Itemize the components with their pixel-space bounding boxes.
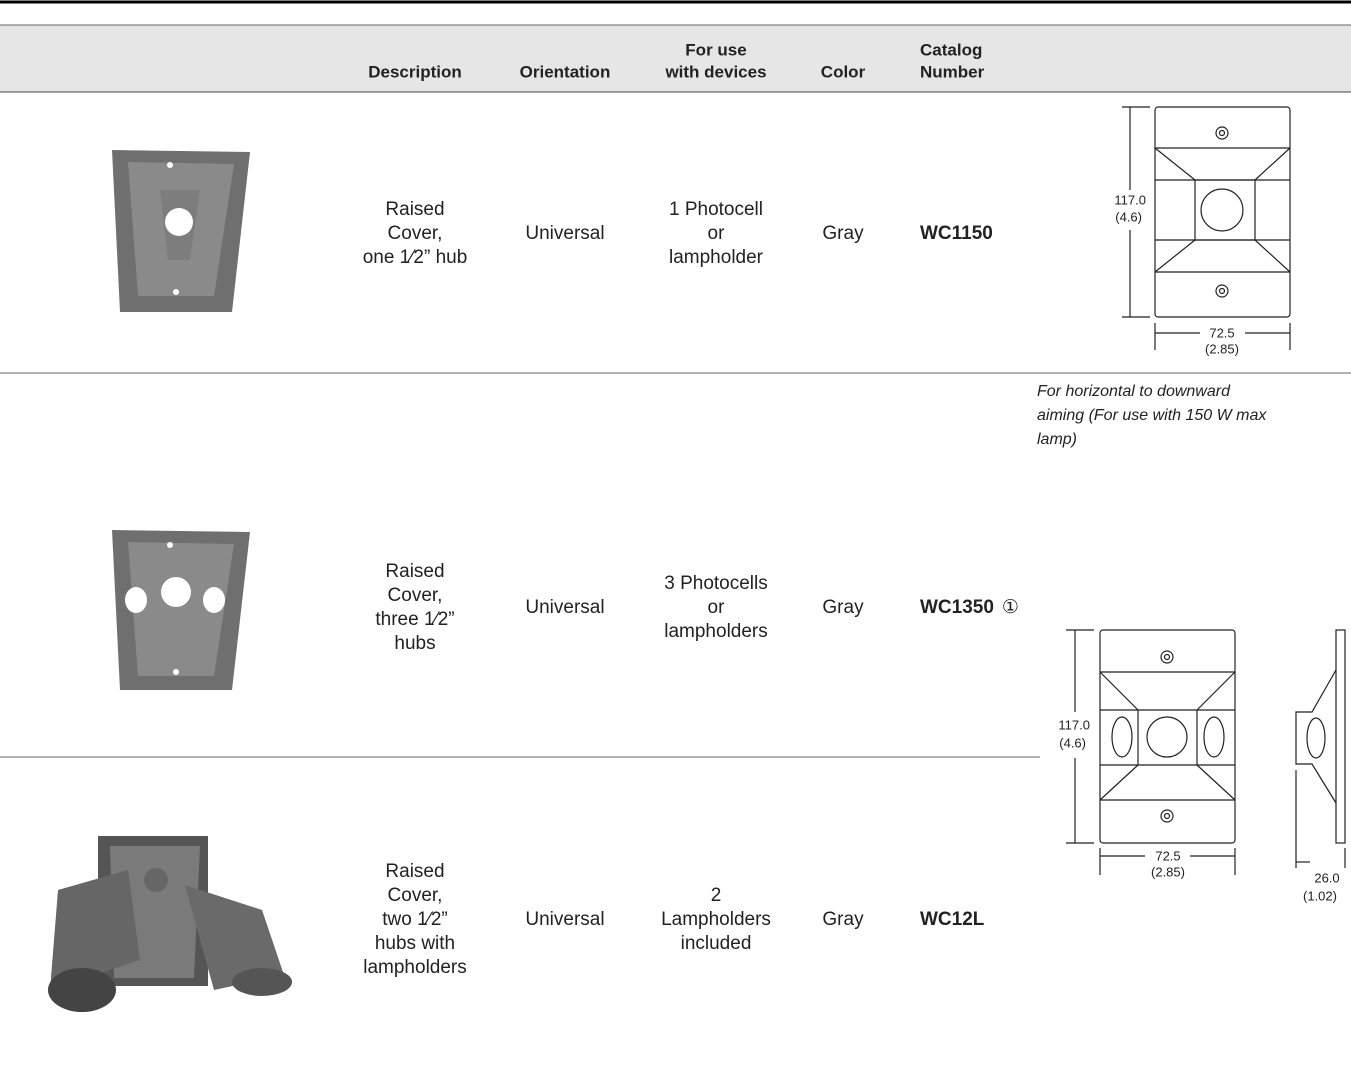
cell-text: hubs with xyxy=(375,933,455,954)
cell-text: Universal xyxy=(525,597,604,618)
catalog-number: WC12L xyxy=(920,909,985,930)
product-photo xyxy=(112,530,250,690)
product-photo xyxy=(112,150,250,312)
catalog-number: WC1350 xyxy=(920,597,994,618)
dimension-label: (2.85) xyxy=(1151,864,1185,879)
dimension-label: 117.0 xyxy=(1058,717,1090,732)
cell-text: Raised xyxy=(385,861,444,882)
cell-text: 3 Photocells xyxy=(664,573,768,594)
cell-text: two 1⁄2” xyxy=(382,909,447,930)
product-photo xyxy=(48,836,292,1012)
cell-text: Raised xyxy=(385,561,444,582)
cell-text: Gray xyxy=(822,597,864,618)
cell-text: or xyxy=(708,223,726,244)
dimension-label: (4.6) xyxy=(1059,735,1086,750)
dimension-drawing: 117.0 (4.6) 72.5 (2.85) xyxy=(1114,106,1291,356)
cell-text: 1 Photocell xyxy=(669,199,763,220)
column-header: with devices xyxy=(664,62,766,81)
catalog-number: WC1150 xyxy=(920,223,993,244)
dimension-drawing: 117.0 (4.6) 72.5 (2.85) 26.0 (1.02) xyxy=(1058,629,1346,903)
dimension-label: 72.5 xyxy=(1155,848,1180,863)
column-header: Catalog xyxy=(920,40,982,59)
cell-text: Cover, xyxy=(388,223,443,244)
cell-text: one 1⁄2” hub xyxy=(363,247,468,268)
cell-text: Gray xyxy=(822,909,864,930)
cell-text: lampholders xyxy=(363,957,467,978)
cell-text: or xyxy=(708,597,726,618)
cell-text: lampholders xyxy=(664,621,768,642)
dimension-label: (1.02) xyxy=(1303,888,1337,903)
cell-text: Cover, xyxy=(388,585,443,606)
column-header: Color xyxy=(821,62,866,81)
cell-text: hubs xyxy=(394,633,435,654)
cell-text: Universal xyxy=(525,223,604,244)
dimension-label: 72.5 xyxy=(1209,325,1234,340)
dimension-label: (2.85) xyxy=(1205,341,1239,356)
dimension-label: 117.0 xyxy=(1114,192,1146,207)
cell-text: Raised xyxy=(385,199,444,220)
cell-text: Universal xyxy=(525,909,604,930)
note: For horizontal to downward xyxy=(1037,383,1231,400)
cell-text: three 1⁄2” xyxy=(375,609,454,630)
note: lamp) xyxy=(1037,431,1077,448)
dimension-label: 26.0 xyxy=(1314,870,1339,885)
header-band xyxy=(0,25,1351,92)
column-header: Number xyxy=(920,62,985,81)
column-header: Orientation xyxy=(520,62,611,81)
cell-text: 2 xyxy=(711,885,722,906)
column-header: For use xyxy=(685,40,746,59)
cell-text: lampholder xyxy=(669,247,764,268)
cell-text: Gray xyxy=(822,223,864,244)
cell-text: included xyxy=(681,933,752,954)
column-header: Description xyxy=(368,62,462,81)
cell-text: Cover, xyxy=(388,885,443,906)
cell-text: Lampholders xyxy=(661,909,771,930)
note-marker: ① xyxy=(1002,597,1019,618)
note: aiming (For use with 150 W max xyxy=(1037,407,1267,424)
dimension-label: (4.6) xyxy=(1115,209,1142,224)
